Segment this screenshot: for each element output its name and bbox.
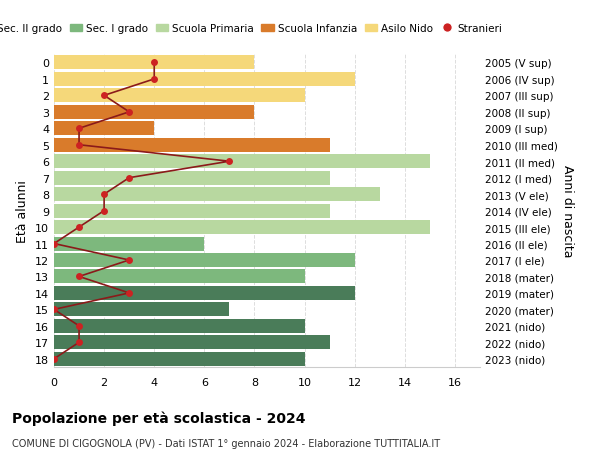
Bar <box>54 106 254 119</box>
Point <box>100 207 109 215</box>
Bar <box>54 221 430 235</box>
Bar <box>54 56 254 70</box>
Bar <box>54 122 154 136</box>
Bar <box>54 204 329 218</box>
Point <box>74 273 84 280</box>
Legend: Sec. II grado, Sec. I grado, Scuola Primaria, Scuola Infanzia, Asilo Nido, Stran: Sec. II grado, Sec. I grado, Scuola Prim… <box>0 20 506 38</box>
Point <box>74 125 84 133</box>
Point <box>49 241 59 248</box>
Y-axis label: Età alunni: Età alunni <box>16 180 29 242</box>
Point <box>49 355 59 363</box>
Bar <box>54 237 205 251</box>
Text: Popolazione per età scolastica - 2024: Popolazione per età scolastica - 2024 <box>12 411 305 425</box>
Point <box>224 158 234 166</box>
Point <box>124 109 134 116</box>
Bar <box>54 89 305 103</box>
Point <box>149 60 159 67</box>
Bar <box>54 336 329 350</box>
Point <box>74 224 84 231</box>
Point <box>124 290 134 297</box>
Bar <box>54 319 305 333</box>
Bar <box>54 286 355 300</box>
Point <box>149 76 159 84</box>
Point <box>74 339 84 346</box>
Bar <box>54 73 355 87</box>
Point <box>100 191 109 198</box>
Bar <box>54 270 305 284</box>
Point <box>124 257 134 264</box>
Bar <box>54 139 329 152</box>
Point <box>49 306 59 313</box>
Bar <box>54 188 380 202</box>
Bar <box>54 171 329 185</box>
Point <box>74 142 84 149</box>
Point <box>124 174 134 182</box>
Bar <box>54 303 229 317</box>
Bar <box>54 155 430 169</box>
Bar <box>54 352 305 366</box>
Bar <box>54 253 355 268</box>
Point <box>100 92 109 100</box>
Y-axis label: Anni di nascita: Anni di nascita <box>562 165 574 257</box>
Text: COMUNE DI CIGOGNOLA (PV) - Dati ISTAT 1° gennaio 2024 - Elaborazione TUTTITALIA.: COMUNE DI CIGOGNOLA (PV) - Dati ISTAT 1°… <box>12 438 440 448</box>
Point <box>74 323 84 330</box>
